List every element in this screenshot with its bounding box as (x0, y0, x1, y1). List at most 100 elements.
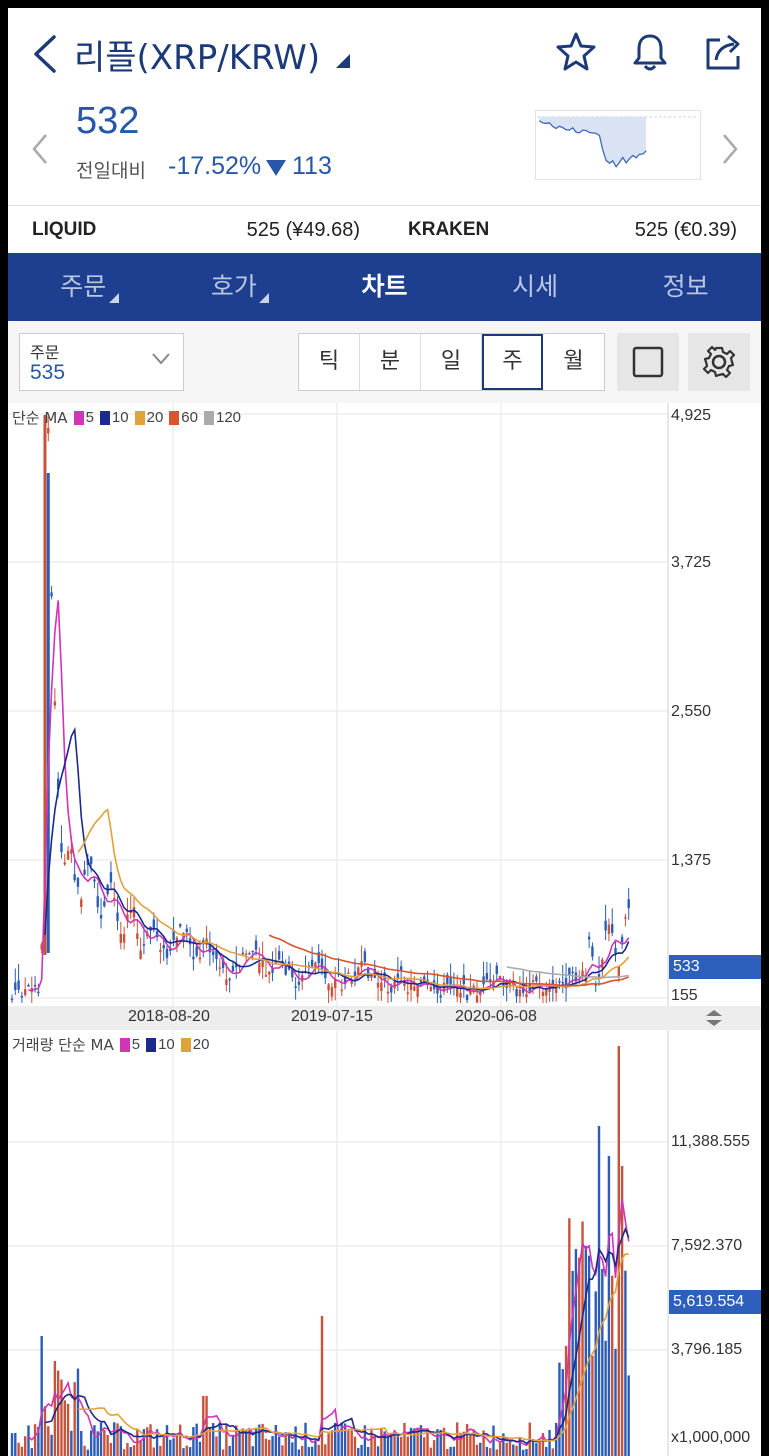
candle-body (482, 976, 485, 985)
divider (8, 205, 761, 206)
volume-bar (419, 1425, 423, 1456)
volume-bar (80, 1431, 83, 1456)
legend-entry: 20 (192, 1036, 210, 1053)
candle-body (531, 980, 535, 982)
tab-order[interactable]: 주문 (8, 253, 159, 321)
volume-bar (350, 1430, 353, 1456)
change-value: 113 (292, 152, 332, 180)
volume-bar (182, 1448, 185, 1456)
volume-bar (106, 1434, 109, 1456)
title-dropdown-icon[interactable] (336, 54, 350, 68)
interval-week[interactable]: 주 (482, 334, 543, 390)
tab-orderbook[interactable]: 호가 (159, 253, 310, 321)
volume-chart-pane[interactable]: 거래량 단순 MA 5 10 20 11,388.555 7,592.370 3… (8, 1030, 761, 1456)
tab-chart[interactable]: 차트 (309, 253, 460, 321)
settings-button[interactable] (688, 333, 750, 391)
volume-bar (53, 1361, 57, 1456)
volume-bar (462, 1431, 466, 1456)
volume-bar (254, 1427, 258, 1456)
volume-bar (409, 1427, 413, 1456)
order-select[interactable]: 주문 535 (19, 333, 184, 391)
prev-coin-icon[interactable] (30, 132, 50, 166)
candle-body (330, 987, 334, 997)
volume-bar (432, 1440, 436, 1456)
exchange-value-liquid: 525 (¥49.68) (246, 219, 360, 241)
volume-bar (505, 1442, 508, 1456)
candle-body (558, 981, 561, 983)
resize-handle-icon[interactable] (702, 1008, 726, 1028)
candle-body (14, 982, 17, 991)
interval-minute[interactable]: 분 (360, 334, 421, 390)
candle-body (446, 974, 449, 985)
volume-bar (330, 1430, 334, 1456)
volume-bar (449, 1446, 452, 1456)
candle-body (73, 874, 76, 881)
volume-bar (235, 1425, 238, 1456)
candle-body (488, 979, 492, 981)
interval-tick[interactable]: 틱 (299, 334, 360, 390)
volume-bar (277, 1436, 281, 1456)
share-icon[interactable] (702, 30, 746, 74)
candle-body (574, 972, 578, 982)
page-title[interactable]: 리플(XRP/KRW) (74, 38, 321, 78)
tab-label: 정보 (662, 272, 709, 301)
candle-body (498, 975, 502, 978)
moving-average-line (77, 808, 630, 990)
next-coin-icon[interactable] (720, 132, 740, 166)
candle-body (17, 980, 20, 990)
volume-bar (469, 1434, 472, 1456)
volume-chart[interactable] (8, 1030, 761, 1456)
bell-icon[interactable] (628, 30, 672, 74)
x-axis-bar[interactable]: 2018-08-20 2019-07-15 2020-06-08 (8, 1006, 761, 1030)
price-chart[interactable] (8, 403, 761, 1006)
candle-body (271, 968, 274, 973)
volume-bar (584, 1245, 588, 1456)
candle-body (119, 933, 123, 943)
chevron-down-icon (152, 353, 170, 365)
candle-body (83, 869, 86, 875)
candle-body (340, 989, 343, 992)
legend-entry: 5 (131, 1036, 141, 1053)
candle-body (508, 979, 512, 987)
candle-body (284, 965, 287, 975)
legend-entry: 10 (158, 1036, 175, 1053)
volume-bar (205, 1396, 208, 1456)
volume-bar (353, 1436, 357, 1456)
interval-day[interactable]: 일 (421, 334, 482, 390)
volume-bar (14, 1432, 17, 1456)
back-chevron-icon[interactable] (30, 34, 60, 74)
volume-bar (228, 1445, 231, 1456)
volume-bar (162, 1434, 165, 1456)
volume-bar (146, 1427, 149, 1456)
candle-body (63, 862, 66, 865)
interval-month[interactable]: 월 (563, 349, 584, 374)
tab-market[interactable]: 시세 (460, 253, 611, 321)
price-chart-pane[interactable]: 단순 MA 5 10 20 60 120 4,925 3,725 2,550 1… (8, 403, 761, 1006)
current-price: 532 (76, 100, 140, 142)
down-triangle-icon (266, 160, 286, 176)
candle-body (116, 912, 119, 921)
tab-info[interactable]: 정보 (610, 253, 761, 321)
fullscreen-button[interactable] (617, 333, 679, 391)
candle-body (225, 979, 228, 986)
star-icon[interactable] (554, 30, 598, 74)
mini-sparkline-chart[interactable] (535, 110, 701, 180)
volume-bar (86, 1449, 90, 1456)
candle-body (535, 976, 538, 982)
volume-bar (297, 1449, 301, 1456)
volume-bar (17, 1442, 20, 1456)
candle-body (142, 944, 146, 946)
candle-body (241, 952, 245, 955)
candle-body (231, 965, 235, 972)
volume-bar (301, 1445, 304, 1456)
volume-bar (287, 1433, 291, 1456)
volume-bar (47, 1426, 50, 1456)
legend-swatch (119, 1037, 130, 1052)
candle-body (545, 989, 548, 996)
legend-entry: 10 (111, 409, 129, 426)
candle-body (419, 979, 423, 983)
interval-selector: 틱 분 일 주 월 (298, 333, 605, 391)
volume-bar (66, 1403, 70, 1456)
volume-bar (604, 1340, 607, 1456)
volume-bar (172, 1438, 175, 1456)
